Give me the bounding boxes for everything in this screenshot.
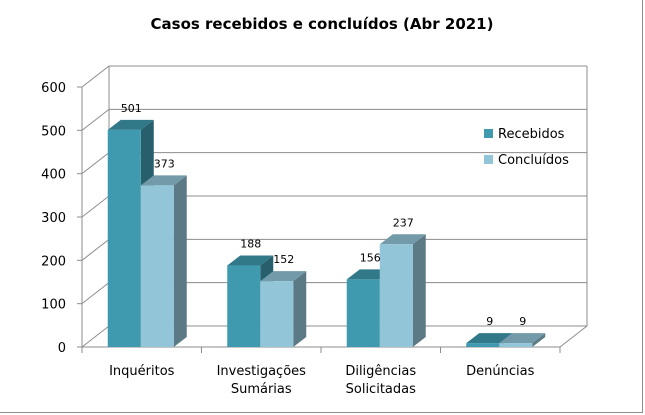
x-category-label: Investigações: [217, 364, 307, 379]
bar-top: [499, 333, 546, 344]
gridline-diagonal: [81, 108, 110, 131]
legend: Recebidos Concluídos: [484, 127, 569, 168]
data-label: 237: [393, 216, 414, 229]
bar-concluídos: [260, 271, 307, 347]
y-tick-label: 600: [41, 81, 66, 96]
data-label: 188: [240, 238, 261, 251]
bar-top: [227, 255, 274, 266]
y-tick-label: 400: [41, 168, 66, 183]
x-category-label: Diligências: [345, 364, 416, 379]
y-tick-label: 0: [58, 341, 66, 356]
legend-swatch-concluídos: [484, 155, 493, 164]
bar-concluídos: [499, 333, 546, 347]
bar-side: [532, 333, 546, 347]
gridline-diagonal: [81, 238, 110, 261]
bar-concluídos: [140, 175, 187, 347]
data-label: 373: [154, 157, 175, 170]
bar-side: [412, 234, 426, 347]
bar-front: [466, 343, 500, 347]
bar-front: [140, 185, 174, 347]
x-category-label: Solicitadas: [346, 382, 416, 397]
bar-concluídos: [379, 234, 426, 347]
bar-front: [499, 343, 533, 347]
legend-swatch-recebidos: [484, 129, 493, 138]
bar-side: [293, 271, 307, 347]
legend-label: Concluídos: [498, 153, 569, 168]
y-tick-label: 300: [41, 211, 66, 226]
chart-title: Casos recebidos e concluídos (Abr 2021): [151, 15, 494, 33]
y-tick-label: 500: [41, 124, 66, 139]
bar-top: [379, 234, 426, 245]
bar-top: [466, 333, 513, 344]
x-category-label: Sumárias: [231, 382, 292, 397]
x-category-label: Denúncias: [466, 364, 534, 379]
bar-front: [346, 279, 380, 347]
floor-right-edge: [559, 325, 588, 348]
y-tick-label: 200: [41, 254, 66, 269]
bar-side: [173, 175, 187, 347]
bar-top: [260, 271, 307, 282]
gridline-diagonal: [81, 282, 110, 305]
gridline-diagonal: [81, 325, 110, 348]
bar-front: [107, 129, 141, 347]
data-label: 501: [121, 102, 142, 115]
gridline-diagonal: [81, 152, 110, 175]
x-category-label: Inquéritos: [109, 364, 175, 379]
data-label: 152: [273, 253, 294, 266]
y-tick-label: 100: [41, 298, 66, 313]
data-label: 9: [486, 315, 493, 328]
bar-top: [107, 119, 154, 130]
bar-top: [140, 175, 187, 186]
data-label: 156: [360, 251, 381, 264]
legend-label: Recebidos: [498, 127, 565, 142]
gridline-diagonal: [81, 65, 110, 88]
bar-front: [227, 265, 261, 347]
bar-front: [260, 281, 294, 347]
bar-front: [379, 244, 413, 347]
data-label: 9: [519, 315, 526, 328]
gridline-diagonal: [81, 195, 110, 218]
